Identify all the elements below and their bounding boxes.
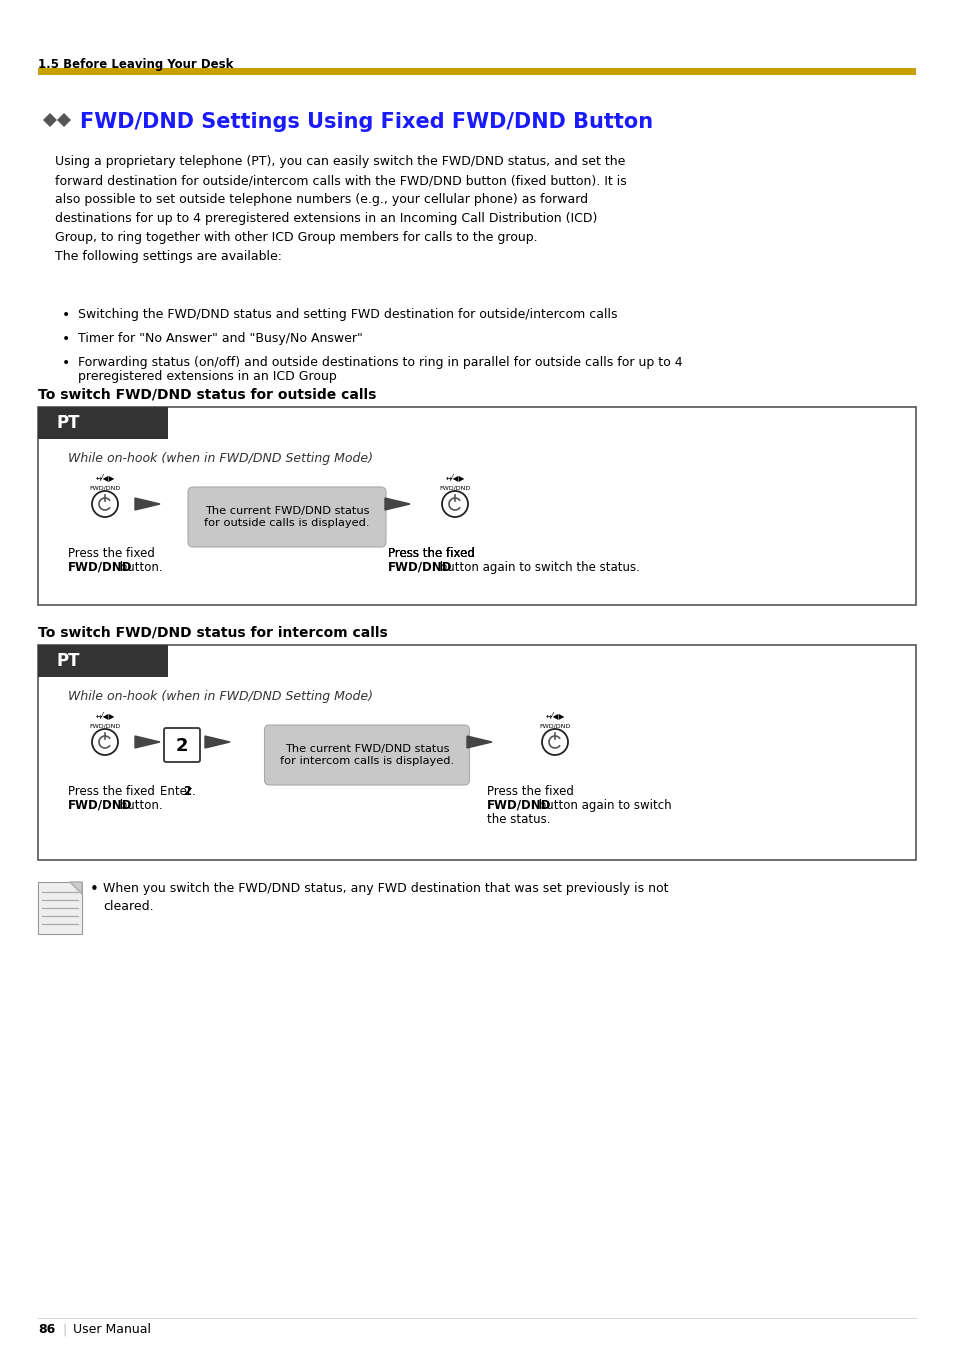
Text: Press the fixed: Press the fixed (486, 785, 577, 798)
Text: The current FWD/DND status
for outside calls is displayed.: The current FWD/DND status for outside c… (204, 507, 370, 528)
Circle shape (91, 490, 118, 517)
Text: |: | (62, 1323, 66, 1336)
Text: .: . (192, 785, 195, 798)
Text: ↔⁄◀▶: ↔⁄◀▶ (95, 711, 114, 720)
Text: Switching the FWD/DND status and setting FWD destination for outside/intercom ca: Switching the FWD/DND status and setting… (78, 308, 617, 322)
Text: preregistered extensions in an ICD Group: preregistered extensions in an ICD Group (78, 370, 336, 382)
Circle shape (441, 490, 468, 517)
FancyBboxPatch shape (38, 882, 82, 934)
Text: •: • (62, 332, 71, 346)
Text: User Manual: User Manual (73, 1323, 151, 1336)
Text: the status.: the status. (486, 813, 550, 825)
Text: button again to switch: button again to switch (535, 798, 671, 812)
Text: FWD/DND: FWD/DND (90, 485, 120, 490)
FancyBboxPatch shape (188, 486, 386, 547)
Text: ↔⁄◀▶: ↔⁄◀▶ (545, 711, 564, 720)
Text: button.: button. (116, 798, 162, 812)
Text: Press the fixed: Press the fixed (68, 547, 154, 561)
Text: ↔⁄◀▶: ↔⁄◀▶ (95, 473, 114, 482)
Text: FWD/DND: FWD/DND (90, 723, 120, 728)
Text: While on-hook (when in FWD/DND Setting Mode): While on-hook (when in FWD/DND Setting M… (68, 690, 373, 703)
Text: FWD/DND Settings Using Fixed FWD/DND Button: FWD/DND Settings Using Fixed FWD/DND But… (80, 112, 653, 132)
Circle shape (541, 730, 567, 755)
FancyBboxPatch shape (38, 644, 168, 677)
Text: •: • (62, 357, 71, 370)
Text: 2: 2 (183, 785, 191, 798)
FancyBboxPatch shape (164, 728, 200, 762)
Text: To switch FWD/DND status for outside calls: To switch FWD/DND status for outside cal… (38, 386, 376, 401)
FancyBboxPatch shape (38, 407, 915, 605)
Polygon shape (135, 499, 160, 509)
Polygon shape (57, 113, 71, 127)
FancyBboxPatch shape (38, 407, 168, 439)
Text: Press the fixed: Press the fixed (388, 547, 478, 561)
Text: Press the fixed: Press the fixed (388, 547, 478, 561)
Polygon shape (135, 736, 160, 748)
Text: •: • (90, 882, 99, 897)
Text: The current FWD/DND status
for intercom calls is displayed.: The current FWD/DND status for intercom … (279, 744, 454, 766)
Polygon shape (70, 882, 82, 894)
Text: FWD/DND: FWD/DND (68, 561, 132, 574)
Text: FWD/DND: FWD/DND (68, 798, 132, 812)
Text: Forwarding status (on/off) and outside destinations to ring in parallel for outs: Forwarding status (on/off) and outside d… (78, 357, 682, 369)
Text: Using a proprietary telephone (PT), you can easily switch the FWD/DND status, an: Using a proprietary telephone (PT), you … (55, 155, 626, 263)
Polygon shape (205, 736, 230, 748)
Text: 2: 2 (175, 738, 188, 755)
Text: PT: PT (57, 653, 80, 670)
Text: To switch FWD/DND status for intercom calls: To switch FWD/DND status for intercom ca… (38, 626, 387, 639)
Text: button again to switch the status.: button again to switch the status. (436, 561, 639, 574)
Text: Timer for "No Answer" and "Busy/No Answer": Timer for "No Answer" and "Busy/No Answe… (78, 332, 362, 345)
Circle shape (91, 730, 118, 755)
Text: PT: PT (57, 413, 80, 432)
Text: 1.5 Before Leaving Your Desk: 1.5 Before Leaving Your Desk (38, 58, 233, 72)
Polygon shape (467, 736, 492, 748)
Text: 86: 86 (38, 1323, 55, 1336)
FancyBboxPatch shape (38, 644, 915, 861)
Polygon shape (43, 113, 57, 127)
Text: Press the fixed: Press the fixed (388, 547, 478, 561)
FancyBboxPatch shape (38, 68, 915, 76)
Text: ↔⁄◀▶: ↔⁄◀▶ (445, 473, 464, 482)
Text: When you switch the FWD/DND status, any FWD destination that was set previously : When you switch the FWD/DND status, any … (103, 882, 668, 913)
Polygon shape (385, 499, 410, 509)
Text: •: • (62, 308, 71, 322)
Text: FWD/DND: FWD/DND (439, 485, 470, 490)
Text: FWD/DND: FWD/DND (538, 723, 570, 728)
Text: While on-hook (when in FWD/DND Setting Mode): While on-hook (when in FWD/DND Setting M… (68, 453, 373, 465)
Text: Press the fixed: Press the fixed (68, 785, 154, 798)
FancyBboxPatch shape (264, 725, 469, 785)
Text: FWD/DND: FWD/DND (388, 561, 452, 574)
Text: button.: button. (116, 561, 162, 574)
Text: Enter: Enter (160, 785, 195, 798)
Text: FWD/DND: FWD/DND (486, 798, 551, 812)
